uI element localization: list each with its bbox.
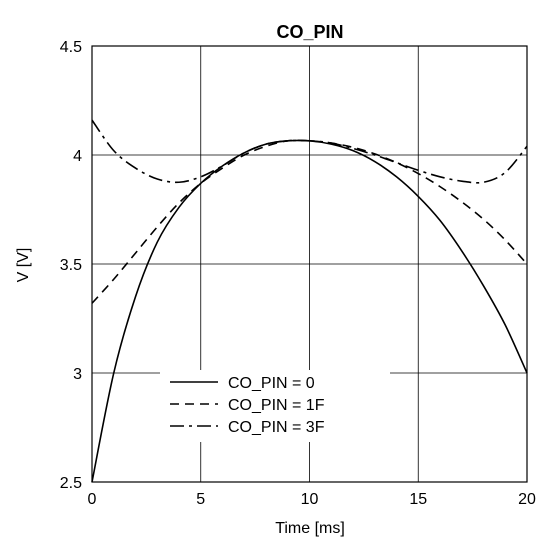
legend: CO_PIN = 0 CO_PIN = 1F CO_PIN = 3F: [160, 370, 390, 442]
chart-title: CO_PIN: [276, 22, 343, 42]
series-line-2: [91, 139, 528, 304]
y-axis-label: V [V]: [15, 248, 32, 283]
y-tick-label: 3.5: [60, 257, 82, 274]
x-tick-label: 0: [88, 491, 97, 508]
legend-label-2: CO_PIN = 1F: [228, 397, 325, 414]
y-tick-label: 4.5: [60, 39, 82, 56]
x-tick-label: 5: [196, 491, 205, 508]
y-tick-label: 4: [73, 148, 82, 165]
plot-frame: [91, 45, 528, 483]
y-tick-label: 2.5: [60, 475, 82, 492]
x-tick-label: 10: [301, 491, 319, 508]
legend-label-3: CO_PIN = 3F: [228, 419, 325, 436]
y-tick-label: 3: [73, 366, 82, 383]
legend-label-1: CO_PIN = 0: [228, 375, 315, 392]
x-tick-label: 20: [518, 491, 536, 508]
x-axis-label: Time [ms]: [275, 520, 345, 537]
series-line-3: [91, 119, 528, 184]
ticks: 0 5 10 15 20 2.5 3 3.5 4 4.5: [60, 39, 536, 508]
series-layer: [91, 119, 528, 483]
x-tick-label: 15: [409, 491, 427, 508]
